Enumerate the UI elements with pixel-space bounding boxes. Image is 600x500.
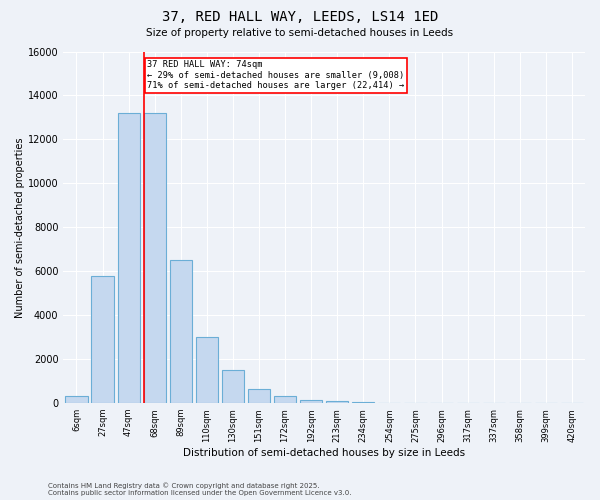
X-axis label: Distribution of semi-detached houses by size in Leeds: Distribution of semi-detached houses by … (183, 448, 465, 458)
Bar (170, 260, 192, 403)
Text: 37 RED HALL WAY: 74sqm
← 29% of semi-detached houses are smaller (9,008)
71% of : 37 RED HALL WAY: 74sqm ← 29% of semi-det… (148, 60, 405, 90)
Bar (326, 402, 349, 403)
Bar (352, 402, 374, 403)
Bar (118, 113, 140, 403)
Text: Contains public sector information licensed under the Open Government Licence v3: Contains public sector information licen… (48, 490, 352, 496)
Y-axis label: Number of semi-detached properties: Number of semi-detached properties (15, 137, 25, 318)
Bar (274, 396, 296, 403)
Bar (143, 113, 166, 403)
Bar (248, 389, 270, 403)
Text: Contains HM Land Registry data © Crown copyright and database right 2025.: Contains HM Land Registry data © Crown c… (48, 482, 320, 489)
Bar (65, 396, 88, 403)
Text: Size of property relative to semi-detached houses in Leeds: Size of property relative to semi-detach… (146, 28, 454, 38)
Bar (300, 400, 322, 403)
Text: 37, RED HALL WAY, LEEDS, LS14 1ED: 37, RED HALL WAY, LEEDS, LS14 1ED (162, 10, 438, 24)
Bar (91, 276, 113, 403)
Bar (196, 337, 218, 403)
Bar (222, 370, 244, 403)
